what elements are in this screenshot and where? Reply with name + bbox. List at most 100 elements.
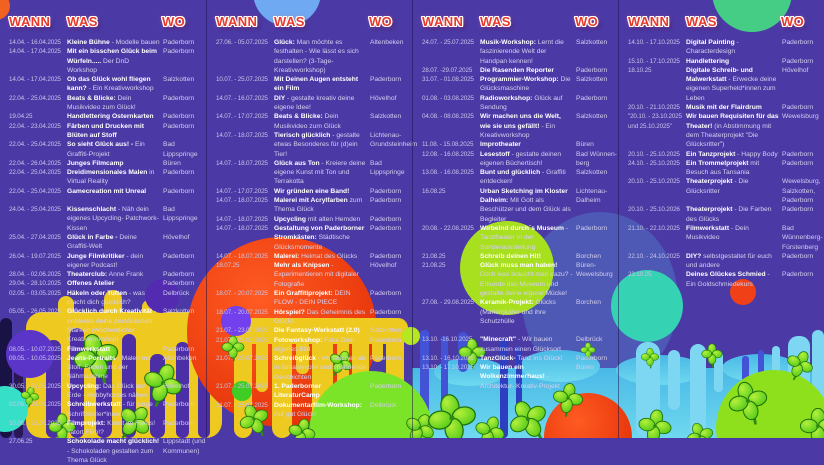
event-location: Salzkotten xyxy=(576,39,608,46)
header-wann: WANN xyxy=(628,14,670,29)
event-description: DIY - gestalte kreativ deine eigene Idee… xyxy=(274,94,367,113)
event-subtitle: - gestalte kreativ deine eigene Idee! xyxy=(274,94,355,112)
header-wann: WANN xyxy=(9,14,51,29)
event-title: Gamecreation mit Unreal xyxy=(67,187,147,195)
event-date: 14.07. - 18.07.2025 xyxy=(216,215,268,223)
event-row: 21.07. - 25.07.2025 1. Paderborner Litera… xyxy=(216,382,412,401)
event-row: 21.07. - 25.07.2025 Schreibglück - wir ta… xyxy=(216,354,412,382)
event-description: Schreib deinen Hit! xyxy=(480,252,573,261)
event-title: Glück in Farbe - xyxy=(67,233,118,241)
event-row: 14.07. - 18.07.2025 Glück aus Ton - Kreie… xyxy=(216,159,412,187)
event-location: Paderborn xyxy=(163,122,195,130)
event-title: So sieht Glück aus! - xyxy=(67,141,134,149)
event-subtitle: Heimat des Glücks xyxy=(301,252,358,260)
event-title: Bunt und glücklich xyxy=(480,169,541,177)
event-row: 18.07.25 Mehr als Knipsen - Experimentier… xyxy=(216,261,412,289)
event-date: 20.10. - 21.10.2025 xyxy=(628,104,680,112)
event-row: 21.08.25 Glück muss man haben! Doch was b… xyxy=(422,261,618,298)
event-location: Paderborn xyxy=(782,150,814,158)
event-description: Mit ein bisschen Glück beim Würfeln.....… xyxy=(67,47,160,75)
event-row: 27.06. - 05.07.2025 Glück: Man möchte es … xyxy=(216,38,412,75)
event-subtitle: Doch was braucht man dazu? - Erkunde das… xyxy=(480,271,573,298)
event-date: "20.10. - 23.10.2025 und 25.10.2025" xyxy=(628,113,682,130)
event-date: 05.05. - 26.05.2025 xyxy=(9,308,61,316)
event-location: Paderborn xyxy=(163,271,195,279)
event-date: 21.08.25 xyxy=(422,262,446,270)
event-row: 14.04. - 17.04.2025 Mit ein bisschen Glüc… xyxy=(9,47,206,75)
event-title: Radioworkshop: xyxy=(480,94,533,102)
event-title: Kissenschlacht xyxy=(67,206,117,214)
event-row: 19.04.25 Handlettering Osternkarten Paderb… xyxy=(9,112,206,121)
event-row: 04.08. - 08.08.2025 Wir machen uns die We… xyxy=(422,112,618,140)
event-row: 22.04. - 25.04.2025 Beats & Blicke: Dein … xyxy=(9,94,206,113)
event-date: 04.08. - 08.08.2025 xyxy=(422,113,474,121)
event-description: Glück: Man möchte es festhalten - Wie lä… xyxy=(274,38,367,75)
event-title: Malerei: xyxy=(274,252,300,260)
event-location: Paderborn xyxy=(163,39,195,46)
event-row: 14.07. - 16.07.2025 DIY - gestalte kreati… xyxy=(216,94,412,113)
event-location: Paderborn xyxy=(370,355,402,363)
event-location: Paderborn xyxy=(163,345,195,353)
event-location: Paderborn xyxy=(370,215,402,223)
event-row: 22.04. - 25.04.2025 Gamecreation mit Unre… xyxy=(9,187,206,196)
event-row: 20.08. - 22.08.2025 Wirbelnd durch´s Muse… xyxy=(422,224,618,252)
event-subtitle: Dein Musikvideo zum Glück xyxy=(274,113,341,130)
event-description: Schokolade macht glücklich! - Schokolade… xyxy=(67,437,160,465)
event-date: 02.06. - 29.09.2025 xyxy=(9,401,61,409)
header-wo: WO xyxy=(369,14,393,29)
event-title: Musik-Workshop: xyxy=(480,39,536,46)
event-description: Wir gründen eine Band! xyxy=(274,187,367,196)
event-row: 05.05. - 26.05.2025 Glücklich durch Kreat… xyxy=(9,307,206,344)
event-description: Die Fantasy-Werkstatt (2.0) xyxy=(274,326,367,335)
event-subtitle: mit Besuch aus Tansania xyxy=(686,159,760,177)
event-date: 18.10.25 xyxy=(628,66,652,74)
event-description: Dreidimensionales Malen in Virtual Reali… xyxy=(67,168,160,187)
event-location: Hövelhof xyxy=(370,94,397,102)
event-date: 30.05. - 31.05.2025 xyxy=(9,382,61,390)
event-row: 13.10. - 16.10.2025 TanzGlück- Tanz ins G… xyxy=(422,354,618,363)
event-location: Paderborn xyxy=(163,94,195,102)
event-title: Wirbelnd durch´s Museum xyxy=(480,224,564,232)
event-location: Delbrück xyxy=(576,336,603,344)
event-location: Delbrück xyxy=(370,401,397,409)
event-subtitle: - gestalte deinen eigenen Büchertisch! xyxy=(480,150,562,167)
event-title: Keramik-Projekt: xyxy=(480,299,534,307)
event-description: Schreibglück - wir tauchen ab in fantasi… xyxy=(274,354,367,382)
event-row: 20.10. - 25.10.2025 Ein Tanzprojekt - Hap… xyxy=(628,150,824,159)
event-location: Salzkotten xyxy=(576,113,608,121)
event-description: Ein Graffitiprojekt: DEIN FLOW - DEIN PI… xyxy=(274,289,367,308)
event-description: Lesestoff - gestalte deinen eigenen Büch… xyxy=(480,150,573,169)
event-location: Paderborn xyxy=(370,197,402,205)
event-date: 27.06.25 xyxy=(9,438,33,446)
event-date: 22.04. - 26.04.2025 xyxy=(9,159,61,167)
event-description: Improtheater xyxy=(480,140,573,149)
event-date: 14.04. - 16.04.2025 xyxy=(9,39,61,46)
event-row: 12.08. - 16.08.2025 Lesestoff - gestalte … xyxy=(422,150,618,169)
event-description: Theaterprojekt - Die Farben des Glücks xyxy=(686,205,779,224)
event-subtitle: Man möchte es festhalten - Wie lässt es … xyxy=(274,39,359,74)
event-date: 31.07. - 01.08.2025 xyxy=(422,76,474,84)
event-title: Glück: xyxy=(274,39,295,46)
event-row: 09.05. - 10.05.2025 Jeans-Portraits - Mal… xyxy=(9,354,206,382)
event-description: Junges Filmcamp xyxy=(67,159,160,168)
event-location: Salzkotten xyxy=(370,327,402,335)
event-location: Wewelsburg xyxy=(782,113,819,121)
event-title: Upcycling: xyxy=(67,382,102,390)
event-description: Glück in Farbe - Deine Graffiti-Welt xyxy=(67,233,160,252)
event-description: Kleine Bühne - Modelle bauen xyxy=(67,38,160,47)
event-description: Beats & Blicke: Dein Musikvideo zum Glüc… xyxy=(274,112,367,131)
event-row: 14.07. - 17.07.2025 Beats & Blicke: Dein … xyxy=(216,112,412,131)
header-was: WAS xyxy=(686,14,717,29)
event-title: Mehr als Knipsen xyxy=(274,262,330,270)
schedule-column-3: WANN WAS WO 24.07. - 25.07.2025 Musik-Wor… xyxy=(412,0,618,438)
event-date: 22.04. - 25.04.2025 xyxy=(9,141,61,149)
event-subtitle: - dein eigener Podcast! xyxy=(67,252,144,269)
event-title: Schreib deinen Hit! xyxy=(480,252,541,260)
event-subtitle: - Erwecke deine eigenen Superheld*innen … xyxy=(686,76,777,102)
event-title: Wir bauen ein Wolkenzimmerhaus! xyxy=(480,364,545,381)
event-description: Jeans-Portraits - Malen mit Stoff, Faden… xyxy=(67,354,160,382)
event-description: Programmier-Workshop: Die Glücksmaschine xyxy=(480,75,573,94)
event-location: Paderborn xyxy=(576,224,608,232)
event-description: So sieht Glück aus! - Ein Graffiti-Proje… xyxy=(67,140,160,159)
event-row: 02.06. - 29.09.2025 Schreibwerkstatt - fü… xyxy=(9,400,206,419)
